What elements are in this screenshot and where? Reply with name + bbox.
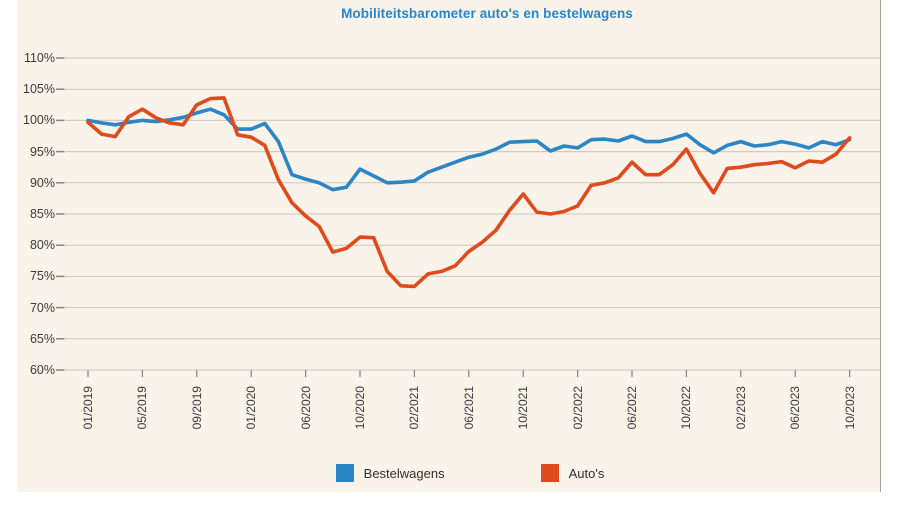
x-axis-label: 06/2021	[461, 386, 476, 430]
y-axis-label: 60%	[29, 363, 55, 377]
x-axis-label: 06/2023	[788, 386, 803, 430]
chart-panel	[17, 0, 881, 492]
x-axis-label: 01/2019	[81, 386, 95, 430]
legend: Bestelwagens Auto's	[0, 464, 900, 482]
autos-legend-label: Auto's	[568, 465, 605, 481]
auto-s-line	[86, 96, 852, 289]
autos-swatch	[540, 464, 559, 482]
x-axis-label: 05/2019	[135, 386, 150, 430]
bestelwagens-line	[86, 107, 852, 192]
x-axis-label: 02/2021	[407, 386, 422, 430]
x-axis-label: 10/2020	[353, 386, 367, 430]
y-axis-label: 80%	[29, 238, 55, 253]
y-axis-label: 90%	[29, 175, 55, 190]
y-axis-label: 70%	[29, 300, 55, 315]
x-axis-label: 02/2022	[570, 386, 585, 430]
x-axis-label: 10/2021	[516, 386, 531, 430]
x-axis-label: 06/2022	[625, 386, 639, 430]
y-axis-label: 85%	[29, 207, 55, 221]
x-axis-label: 09/2019	[189, 386, 204, 430]
chart-title: Mobiliteitsbarometer auto's en bestelwag…	[341, 6, 633, 21]
y-axis-label: 65%	[29, 331, 55, 346]
legend-item-autos: Auto's	[540, 464, 605, 482]
y-axis-label: 110%	[23, 51, 55, 65]
x-axis-label: 01/2020	[244, 386, 259, 430]
bestelwagens-legend-label: Bestelwagens	[363, 465, 445, 481]
x-axis-label: 10/2022	[679, 386, 694, 430]
x-axis-label: 06/2020	[298, 386, 313, 430]
y-axis-label: 95%	[29, 144, 55, 159]
x-axis-label: 02/2023	[733, 386, 748, 430]
y-axis-label: 105%	[23, 82, 55, 97]
legend-item-bestelwagens: Bestelwagens	[335, 464, 445, 482]
y-axis-label: 100%	[23, 113, 55, 128]
y-axis-label: 75%	[29, 269, 55, 284]
bestelwagens-swatch	[335, 464, 354, 482]
x-axis-label: 10/2023	[842, 386, 857, 430]
